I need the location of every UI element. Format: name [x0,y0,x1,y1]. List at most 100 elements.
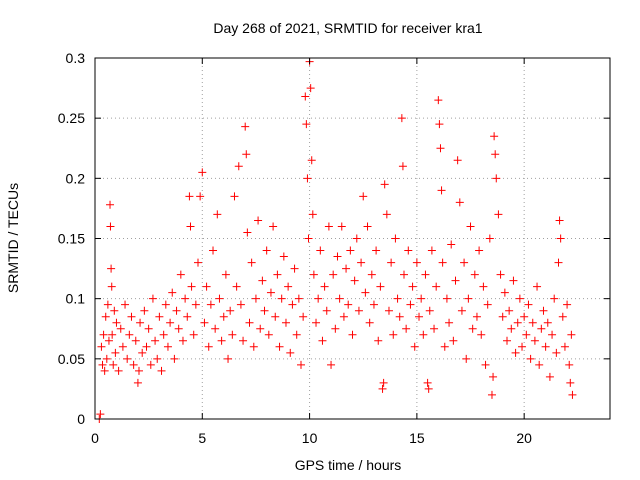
data-point [438,258,447,267]
data-point [402,324,411,333]
data-point [445,318,454,327]
data-point [254,216,263,225]
data-point [481,360,490,369]
x-tick-label: 5 [198,430,206,446]
data-point [539,306,548,315]
data-point [453,156,462,165]
data-point [380,180,389,189]
data-point [324,222,333,231]
data-points [95,57,577,423]
data-point [129,360,138,369]
data-point [342,264,351,273]
data-point [555,216,564,225]
data-point [275,342,284,351]
data-point [350,276,359,285]
data-point [440,342,449,351]
data-point [565,360,574,369]
data-point [277,294,286,303]
data-point [367,270,376,279]
data-point [302,120,311,129]
data-point [397,114,406,123]
data-point [494,210,503,219]
data-point [568,390,577,399]
data-point [170,354,179,363]
data-point [543,318,552,327]
data-point [437,186,446,195]
data-point [247,258,256,267]
data-point [436,144,445,153]
data-point [404,246,413,255]
data-point [226,306,235,315]
data-point [425,306,434,315]
data-point [498,312,507,321]
data-point [352,234,361,243]
data-point [518,342,527,351]
data-point [131,336,140,345]
x-tick-label: 20 [516,430,532,446]
data-point [111,348,120,357]
data-point [104,336,113,345]
data-point [333,252,342,261]
data-point [496,270,505,279]
x-tick-label: 15 [409,430,425,446]
data-point [107,282,116,291]
data-point [118,342,127,351]
data-point [106,222,115,231]
data-point [389,330,398,339]
data-point [102,354,111,363]
data-point [432,282,441,291]
data-point [200,318,209,327]
data-point [258,276,267,285]
data-point [423,378,432,387]
data-point [279,252,288,261]
data-point [530,336,539,345]
data-point [434,96,443,105]
data-point [455,198,464,207]
data-point [242,150,251,159]
data-point [286,348,295,357]
data-point [260,306,269,315]
data-point [114,366,123,375]
data-point [387,258,396,267]
data-point [136,318,145,327]
data-point [346,246,355,255]
data-point [412,258,421,267]
data-point [187,282,196,291]
data-point [483,300,492,309]
data-point [535,360,544,369]
data-point [487,390,496,399]
data-point [520,312,529,321]
data-point [327,360,336,369]
data-point [398,162,407,171]
data-point [513,318,522,327]
x-axis-label: GPS time / hours [295,457,402,473]
data-point [224,354,233,363]
data-point [148,294,157,303]
data-point [509,276,518,285]
data-point [556,234,565,243]
data-point [262,246,271,255]
data-point [241,122,250,131]
data-point [337,222,346,231]
data-point [134,366,143,375]
data-point [537,324,546,333]
data-point [541,342,550,351]
data-point [479,282,488,291]
data-point [107,264,116,273]
data-point [435,120,444,129]
data-point [320,282,329,291]
data-point [363,222,372,231]
data-point [357,258,366,267]
data-point [98,360,107,369]
data-point [116,324,125,333]
data-point [554,258,563,267]
data-point [157,366,166,375]
data-point [292,330,301,339]
data-point [213,210,222,219]
data-point [563,300,572,309]
y-tick-label: 0.3 [66,50,86,66]
grid-lines [95,58,610,419]
data-point [174,324,183,333]
data-point [264,330,273,339]
data-point [110,306,119,315]
